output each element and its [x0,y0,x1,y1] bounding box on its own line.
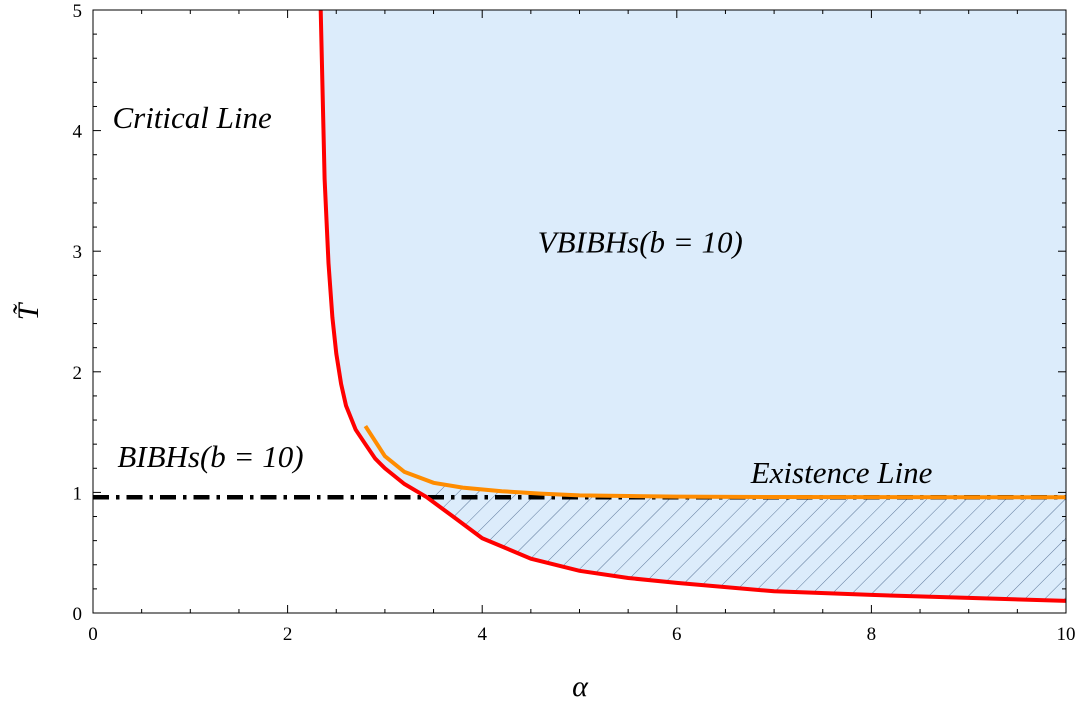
vbibh-region-label: VBIBHs(b = 10) [538,224,743,259]
x-tick-label: 6 [672,624,682,645]
plot-area [93,10,1066,603]
y-tick-label: 1 [73,483,83,504]
bibh-line-label: BIBHs(b = 10) [117,439,303,474]
existence-line-label: Existence Line [750,455,933,490]
axis-ticks: 0 2 4 6 8 10 0 1 2 3 4 5 [73,1,1075,645]
vbibh-region [320,10,1066,601]
y-axis-label: T̃ [12,301,45,320]
x-tick-label: 8 [867,624,877,645]
critical-line-label: Critical Line [112,100,272,135]
existence-line [363,425,1066,500]
x-tick-label: 0 [88,624,98,645]
critical-line [318,10,1066,603]
x-tick-label: 10 [1057,624,1075,645]
hatched-bibh-region [426,482,1066,601]
x-tick-label: 4 [477,624,487,645]
y-tick-label: 2 [73,363,83,384]
y-tick-label: 3 [73,242,83,263]
x-axis-label: α [572,670,589,703]
y-tick-label: 4 [73,122,83,143]
y-tick-label: 5 [73,1,83,22]
x-tick-label: 2 [283,624,293,645]
y-tick-label: 0 [73,604,83,625]
